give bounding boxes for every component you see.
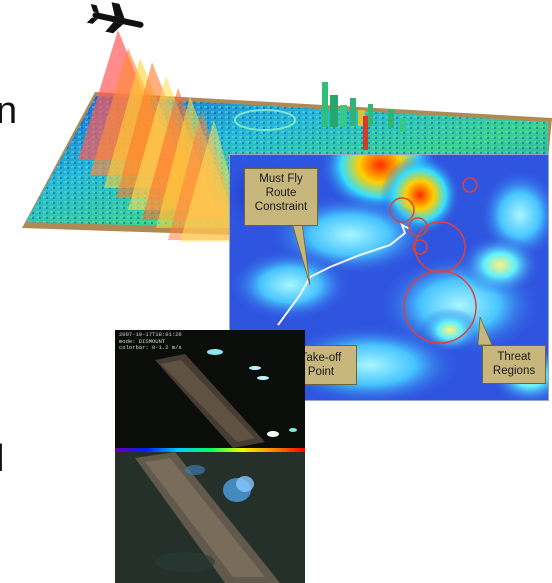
threat-regions [389, 177, 478, 344]
camera-hud: 2007-10-17T18:01:26 mode: DISMOUNT color… [119, 331, 182, 352]
camera-scene-bottom [115, 452, 305, 583]
stadium-shape [234, 109, 296, 131]
camera-image-top: 2007-10-17T18:01:26 mode: DISMOUNT color… [115, 330, 305, 448]
camera-timestamp: 2007-10-17T18:01:26 [119, 331, 182, 338]
threat-regions-callout: Threat Regions [482, 345, 546, 384]
camera-scene-top [155, 349, 297, 448]
threat-circle [414, 221, 466, 273]
threat-circle [389, 197, 415, 223]
camera-image-bottom [115, 452, 305, 583]
camera-colorbar [115, 448, 305, 452]
flight-route [277, 222, 411, 326]
threat-circle [403, 270, 477, 344]
uav-icon [86, 2, 144, 34]
edge-text-bottom: l [0, 438, 5, 480]
threat-circle [462, 177, 478, 193]
threat-circle [412, 239, 428, 255]
camera-colorbar-label: colorbar: 0-1.2 m/s [119, 344, 182, 351]
must-fly-callout: Must Fly Route Constraint [244, 168, 318, 226]
edge-text-top: n [0, 90, 18, 132]
building-cluster [322, 82, 405, 150]
camera-mode: mode: DISMOUNT [119, 337, 166, 345]
